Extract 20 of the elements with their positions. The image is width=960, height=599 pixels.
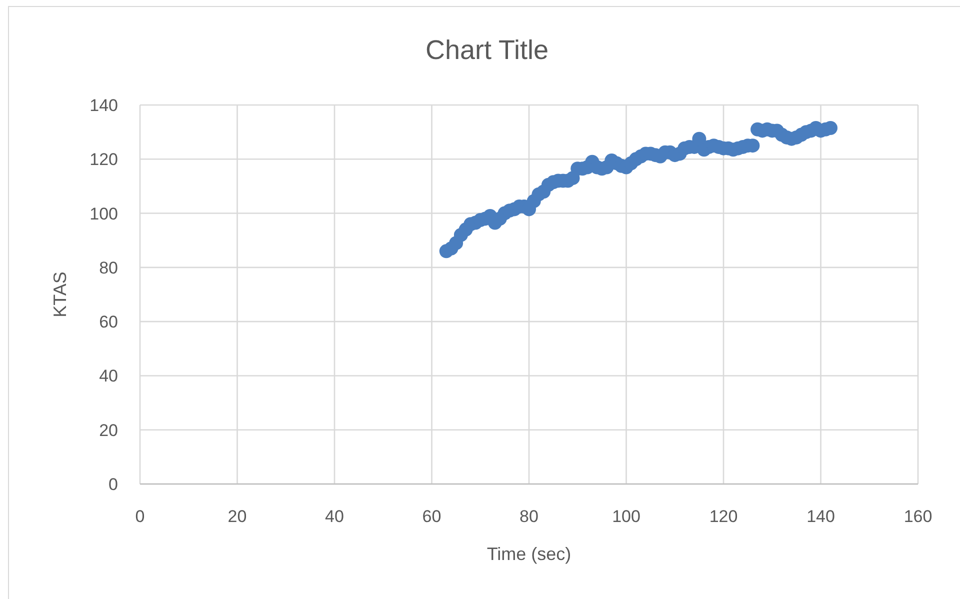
x-tick-label: 100 [612, 507, 640, 526]
y-tick-label: 40 [99, 366, 118, 386]
chart-title: Chart Title [425, 35, 549, 65]
x-tick-label: 20 [228, 507, 247, 526]
x-tick-label: 60 [422, 507, 442, 526]
x-tick-label: 140 [806, 507, 835, 526]
y-tick-label: 0 [108, 475, 118, 494]
y-axis-title: KTAS [50, 272, 70, 318]
x-axis-title: Time (sec) [486, 544, 572, 564]
y-tick-label: 100 [90, 204, 118, 224]
x-tick-label: 80 [520, 507, 538, 526]
x-tick-label: 120 [709, 507, 738, 526]
x-tick-label: 0 [135, 507, 145, 526]
x-tick-label: 40 [325, 507, 344, 526]
y-tick-label: 120 [90, 150, 118, 170]
y-tick-label: 20 [99, 420, 118, 440]
y-tick-label: 80 [99, 258, 118, 278]
y-tick-label: 60 [99, 312, 118, 332]
x-tick-label: 160 [904, 507, 932, 526]
y-tick-label: 140 [90, 96, 118, 115]
